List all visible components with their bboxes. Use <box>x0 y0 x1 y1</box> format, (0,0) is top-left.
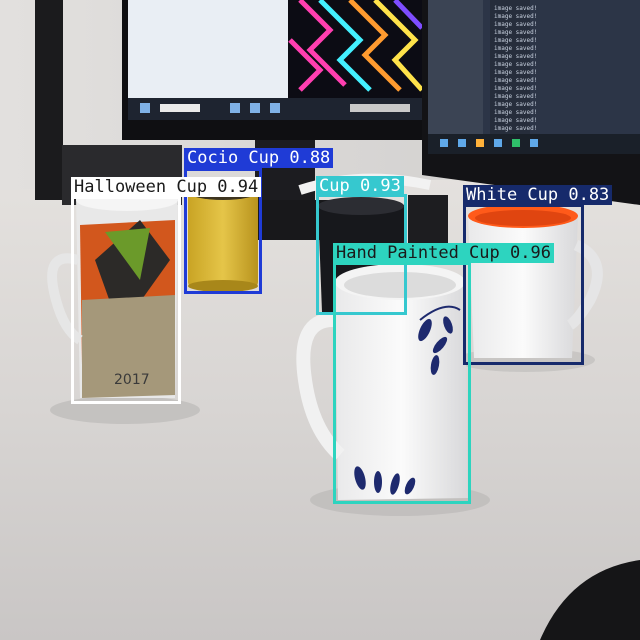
svg-text:image saved!: image saved! <box>494 69 537 76</box>
svg-text:image saved!: image saved! <box>494 5 537 12</box>
svg-text:image saved!: image saved! <box>494 77 537 84</box>
svg-text:image saved!: image saved! <box>494 85 537 92</box>
right-monitor-log: image saved! image saved! image saved! i… <box>494 5 537 132</box>
monitor-arm <box>35 0 63 200</box>
neon-wallpaper <box>288 0 424 92</box>
svg-text:image saved!: image saved! <box>494 125 537 132</box>
halloween-mug: 2017 <box>47 189 178 398</box>
detection-label-white-cup: White Cup 0.83 <box>463 185 613 205</box>
cable-hub <box>408 195 448 250</box>
detection-box-halloween-cup <box>71 196 181 404</box>
detection-label-halloween-cup: Halloween Cup 0.94 <box>71 177 262 197</box>
mug-year: 2017 <box>114 372 150 388</box>
svg-text:image saved!: image saved! <box>494 61 537 68</box>
detection-box-white-cup <box>463 204 584 365</box>
svg-text:image saved!: image saved! <box>494 101 537 108</box>
svg-text:image saved!: image saved! <box>494 93 537 100</box>
svg-text:image saved!: image saved! <box>494 117 537 124</box>
svg-text:image saved!: image saved! <box>494 45 537 52</box>
svg-text:image saved!: image saved! <box>494 29 537 36</box>
detection-label-cup: Cup 0.93 <box>316 176 404 196</box>
svg-text:image saved!: image saved! <box>494 109 537 116</box>
detection-label-hand-painted-cup: Hand Painted Cup 0.96 <box>333 243 554 263</box>
detection-label-cocio-cup: Cocio Cup 0.88 <box>184 148 334 168</box>
svg-text:image saved!: image saved! <box>494 13 537 20</box>
dark-object <box>540 560 640 640</box>
hand-painted-mug <box>296 264 468 500</box>
svg-text:image saved!: image saved! <box>494 21 537 28</box>
svg-text:image saved!: image saved! <box>494 37 537 44</box>
svg-text:image saved!: image saved! <box>494 53 537 60</box>
detection-box-cocio-cup <box>184 168 262 294</box>
detection-box-hand-painted-cup <box>333 262 471 504</box>
